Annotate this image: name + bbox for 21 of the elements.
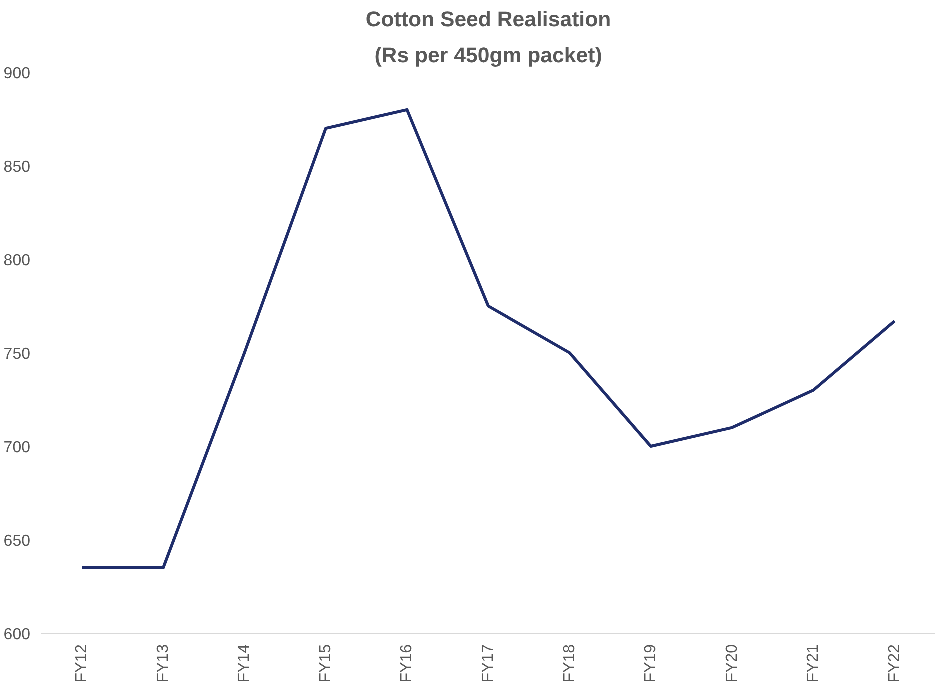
- chart-title: Cotton Seed Realisation: [366, 8, 612, 32]
- y-tick-label: 700: [4, 440, 31, 456]
- x-tick-label: FY13: [154, 644, 172, 683]
- x-tick-label: FY22: [886, 644, 904, 683]
- y-tick-label: 750: [4, 346, 31, 363]
- x-tick-label: FY12: [74, 644, 91, 683]
- y-tick-label: 650: [4, 533, 31, 550]
- x-tick-label: FY21: [805, 644, 822, 683]
- line-series: [80, 108, 896, 570]
- x-tick-label: FY20: [724, 644, 741, 683]
- x-tick-label: FY17: [480, 644, 497, 683]
- x-tick-label: FY18: [561, 644, 578, 683]
- y-tick-label: 600: [4, 626, 31, 644]
- x-tick-label: FY19: [642, 644, 660, 683]
- x-tick-label: FY15: [317, 644, 334, 683]
- x-tick-label: FY16: [398, 644, 416, 683]
- x-tick-label: FY14: [236, 644, 254, 683]
- chart-subtitle: (Rs per 450gm packet): [374, 44, 602, 68]
- y-tick-label: 850: [4, 159, 31, 176]
- y-tick-label: 800: [4, 252, 31, 270]
- y-tick-label: 900: [4, 66, 31, 82]
